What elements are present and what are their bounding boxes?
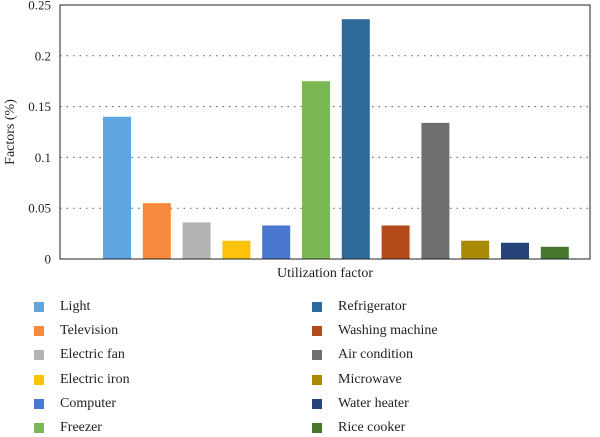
legend-label: Electric fan bbox=[60, 347, 125, 363]
legend-item: Electric iron bbox=[34, 371, 130, 389]
legend-swatch bbox=[312, 350, 322, 361]
bar-rice-cooker bbox=[540, 246, 569, 259]
legend-label: Electric iron bbox=[60, 371, 130, 387]
legend-label: Water heater bbox=[338, 395, 409, 411]
legend-label: Freezer bbox=[60, 420, 102, 435]
legend-item: Microwave bbox=[312, 371, 402, 389]
legend-item: Computer bbox=[34, 395, 116, 413]
y-axis-label: Factors (%) bbox=[3, 99, 18, 165]
bar-electric-fan bbox=[182, 222, 211, 259]
legend-swatch bbox=[34, 302, 44, 312]
bar-light bbox=[103, 116, 131, 259]
legend-swatch bbox=[312, 302, 322, 312]
legend-label: Light bbox=[60, 299, 91, 314]
legend-swatch bbox=[34, 350, 44, 361]
x-axis-label: Utilization factor bbox=[277, 266, 373, 281]
bar-washing-machine bbox=[381, 225, 410, 259]
bar-television bbox=[142, 203, 171, 259]
legend-label: Microwave bbox=[338, 371, 402, 387]
legend-swatch bbox=[312, 398, 322, 409]
legend-item: Electric fan bbox=[34, 346, 125, 364]
legend-item: Refrigerator bbox=[312, 298, 406, 316]
legend-label: Computer bbox=[60, 395, 116, 411]
legend-label: Rice cooker bbox=[338, 420, 406, 435]
legend-label: Television bbox=[60, 323, 119, 339]
legend-item: Water heater bbox=[312, 395, 409, 413]
legend-item: Freezer bbox=[34, 419, 102, 437]
legend-item: Television bbox=[34, 322, 118, 340]
legend-item: Rice cooker bbox=[312, 419, 405, 437]
y-tick-label: 0.15 bbox=[28, 99, 51, 114]
bar-freezer bbox=[302, 81, 330, 259]
y-tick-label: 0 bbox=[45, 252, 52, 267]
legend-item: Light bbox=[34, 298, 90, 316]
bar-electric-iron bbox=[222, 240, 251, 259]
legend-label: Air condition bbox=[338, 347, 414, 363]
y-tick-label: 0.05 bbox=[28, 201, 51, 216]
bar-air-condition bbox=[421, 122, 450, 259]
y-tick-label: 0.25 bbox=[28, 0, 51, 13]
chart-legend: Light Television Electric fan Electric iron… bbox=[34, 298, 574, 435]
legend-swatch bbox=[34, 398, 44, 409]
legend-label: Refrigerator bbox=[338, 299, 407, 314]
y-axis-ticks: 0 0.05 0.1 0.15 0.2 0.25 bbox=[28, 0, 51, 267]
bar-chart: 0 0.05 0.1 0.15 0.2 0.25 Factors (%) Utilizat… bbox=[3, 0, 591, 281]
plot-frame bbox=[59, 4, 591, 260]
bar-water-heater bbox=[501, 242, 529, 259]
bar-microwave bbox=[461, 240, 490, 259]
legend-label: Washing machine bbox=[338, 323, 438, 339]
y-tick-label: 0.2 bbox=[35, 48, 51, 63]
legend-swatch bbox=[312, 423, 322, 433]
legend-swatch bbox=[34, 423, 44, 433]
bar-refrigerator bbox=[341, 19, 370, 260]
legend-swatch bbox=[312, 374, 322, 385]
legend-swatch bbox=[34, 326, 44, 337]
legend-swatch bbox=[312, 326, 322, 337]
legend-swatch bbox=[34, 374, 44, 385]
legend-item: Air condition bbox=[312, 346, 413, 364]
bars bbox=[103, 19, 569, 260]
bar-computer bbox=[262, 225, 291, 259]
y-tick-label: 0.1 bbox=[35, 150, 51, 165]
legend-item: Washing machine bbox=[312, 322, 438, 340]
